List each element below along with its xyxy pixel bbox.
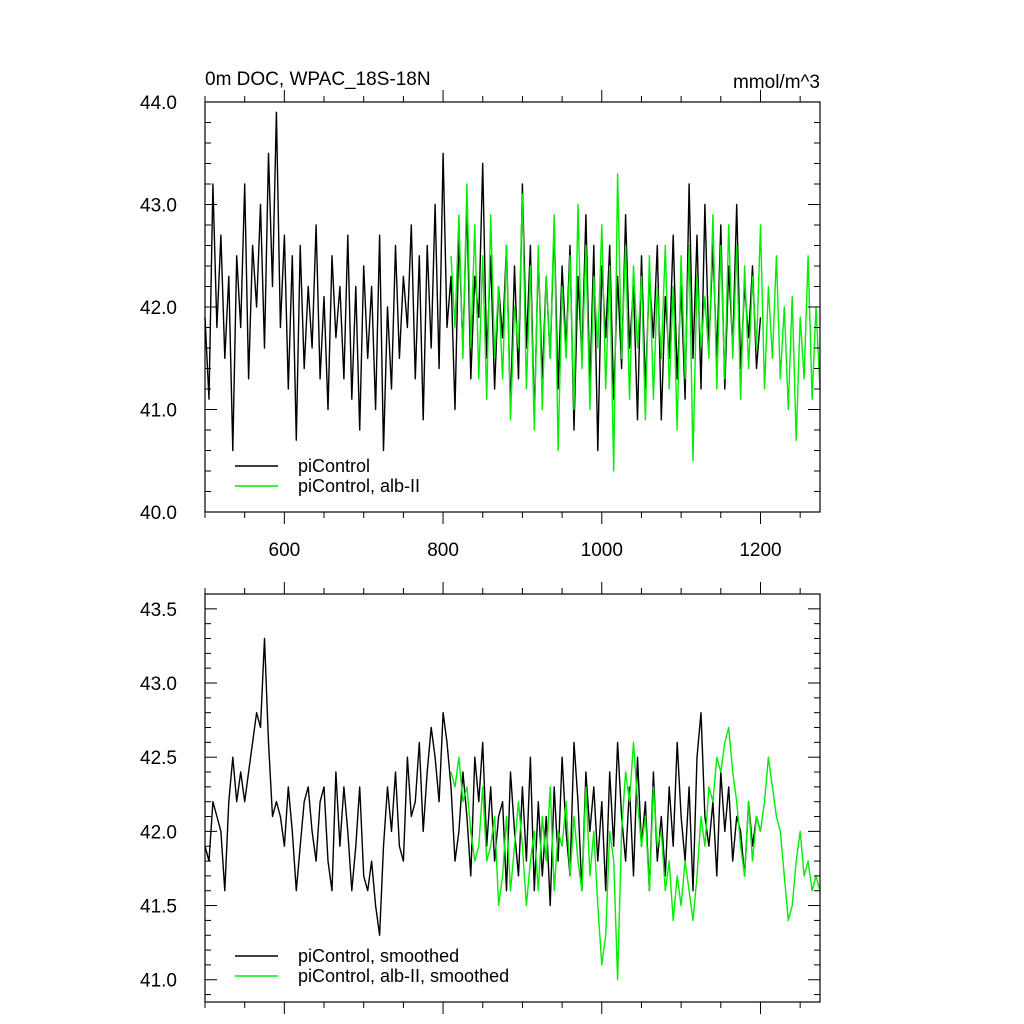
units-label: mmol/m^3 [733,72,820,93]
top-panel: 0m DOC, WPAC_18S-18N mmol/m^3 40.0 41.0 42… [140,69,821,561]
y-tick-label: 40.0 [140,503,177,524]
y-tick-label: 43.0 [140,674,177,695]
legend-label: piControl [298,456,370,476]
legend-label: piControl, alb-II [298,476,420,496]
x-tick-label: 1000 [581,540,623,561]
y-tick-label: 42.0 [140,298,177,319]
y-tick-label: 41.5 [140,897,177,918]
series-line-1 [450,173,821,472]
x-tick-label: 1200 [739,540,781,561]
bottom-panel: 41.0 41.5 42.0 42.5 43.0 43.5 piControl, smoo… [140,582,821,1014]
legend-label: piControl, alb-II, smoothed [298,966,509,986]
y-tick-label: 41.0 [140,401,177,422]
plot-frame [204,101,821,513]
legend-label: piControl, smoothed [298,946,459,966]
series-line-1 [450,726,821,981]
y-tick-label: 43.0 [140,196,177,217]
x-tick-label: 600 [269,540,301,561]
series-line-0 [204,637,762,936]
y-tick-label: 42.5 [140,748,177,769]
chart-title: 0m DOC, WPAC_18S-18N [205,69,431,90]
y-tick-label: 41.0 [140,971,177,992]
y-tick-label: 44.0 [140,93,177,114]
y-tick-label: 43.5 [140,600,177,621]
plot-frame [204,593,821,1003]
y-tick-label: 42.0 [140,822,177,843]
x-tick-label: 800 [427,540,459,561]
